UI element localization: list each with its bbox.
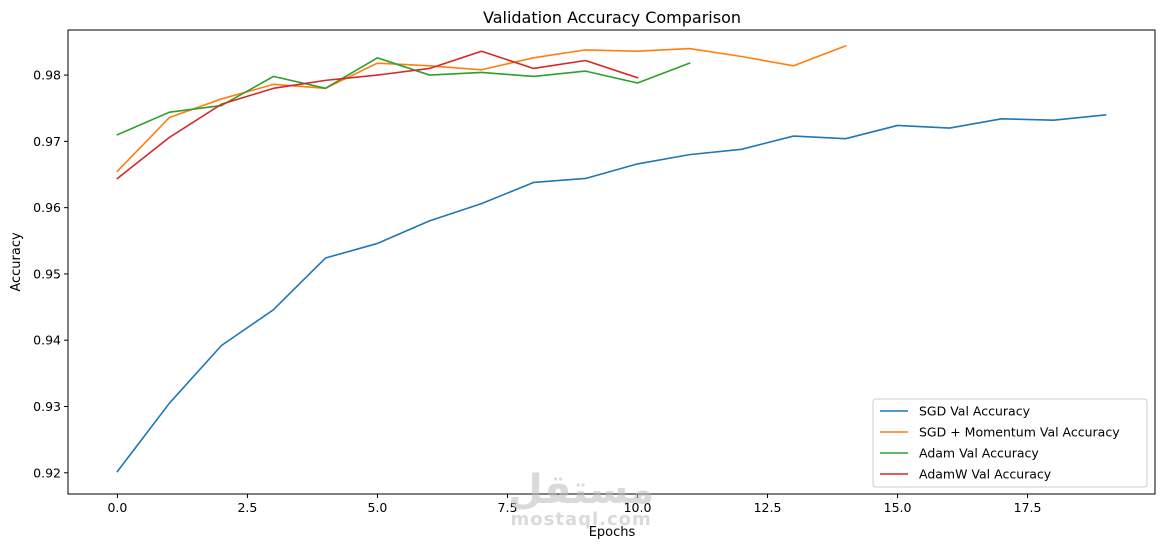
legend-label: SGD + Momentum Val Accuracy <box>919 425 1120 440</box>
legend-label: Adam Val Accuracy <box>919 446 1039 461</box>
x-axis: 0.0 2.5 5.0 7.5 10.0 12.5 15.0 17.5 <box>107 494 1041 515</box>
x-tick-label: 17.5 <box>1014 500 1042 515</box>
y-tick-label: 0.94 <box>33 333 61 348</box>
y-tick-label: 0.93 <box>33 399 61 414</box>
series-layer <box>116 44 1107 473</box>
x-tick-label: 2.5 <box>237 500 257 515</box>
legend-box <box>872 398 1148 488</box>
legend-label: AdamW Val Accuracy <box>919 467 1052 482</box>
y-tick-label: 0.97 <box>33 134 61 149</box>
y-tick-label: 0.95 <box>33 266 61 281</box>
x-tick-label: 0.0 <box>107 500 127 515</box>
y-tick-label: 0.92 <box>33 465 61 480</box>
legend-label: SGD Val Accuracy <box>919 404 1031 419</box>
series-line-0 <box>116 113 1107 473</box>
series-line-1 <box>116 44 847 173</box>
series-line-3 <box>116 50 639 180</box>
y-axis-label: Accuracy <box>9 232 24 292</box>
watermark-latin: mostaql.com <box>510 509 652 530</box>
x-tick-label: 10.0 <box>624 500 652 515</box>
y-tick-label: 0.96 <box>33 200 61 215</box>
series-line-2 <box>116 57 691 136</box>
x-tick-label: 12.5 <box>754 500 782 515</box>
x-axis-label: Epochs <box>589 525 636 540</box>
x-tick-label: 5.0 <box>368 500 388 515</box>
watermark: مستقل mostaql.com <box>508 470 654 530</box>
plot-frame <box>67 29 1156 495</box>
y-axis: 0.92 0.93 0.94 0.95 0.96 0.97 0.98 <box>33 68 68 480</box>
legend: SGD Val Accuracy SGD + Momentum Val Accur… <box>872 398 1148 488</box>
y-tick-label: 0.98 <box>33 68 61 83</box>
x-tick-label: 7.5 <box>498 500 518 515</box>
watermark-arabic: مستقل <box>508 467 655 513</box>
x-tick-label: 15.0 <box>884 500 912 515</box>
chart-title: Validation Accuracy Comparison <box>483 8 741 27</box>
